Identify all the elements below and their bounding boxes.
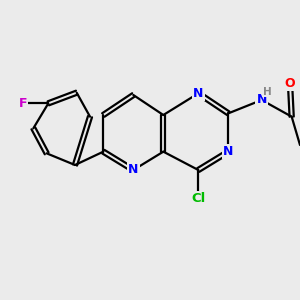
Text: N: N [193, 87, 203, 100]
Text: F: F [18, 97, 27, 110]
Text: H: H [263, 87, 272, 97]
Text: N: N [223, 145, 233, 158]
Text: Cl: Cl [191, 192, 206, 205]
Text: N: N [128, 164, 139, 176]
Text: N: N [256, 94, 267, 106]
Text: O: O [285, 77, 295, 90]
